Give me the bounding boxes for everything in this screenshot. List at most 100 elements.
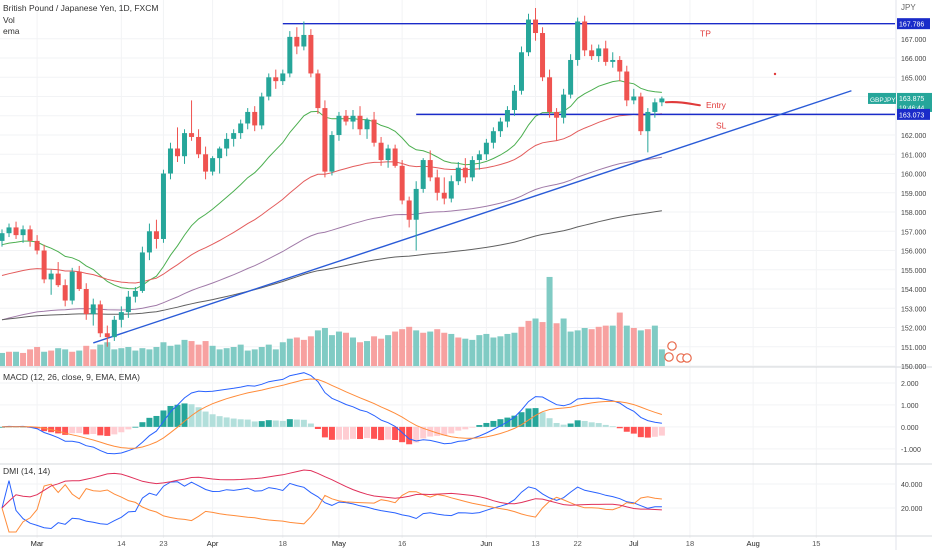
candle-body	[132, 290, 138, 297]
volume-bar	[251, 349, 258, 366]
macd-histogram-bar	[216, 416, 223, 427]
macd-histogram-bar	[385, 426, 392, 440]
volume-bar	[69, 351, 76, 366]
macd-histogram-bar	[462, 426, 469, 430]
volume-bar	[328, 335, 335, 366]
price-tick-label: 161.000	[901, 152, 926, 159]
candle-body	[561, 94, 567, 118]
candle-body	[231, 133, 237, 139]
volume-bar	[651, 325, 658, 366]
volume-bar	[427, 331, 434, 366]
candle-body	[392, 148, 398, 166]
volume-bar	[62, 349, 69, 366]
macd-histogram-bar	[223, 417, 230, 427]
event-icon	[667, 341, 677, 351]
volume-bar	[392, 331, 399, 366]
macd-histogram-bar	[69, 426, 76, 434]
macd-histogram-bar	[420, 426, 427, 439]
macd-histogram-bar	[125, 426, 132, 430]
time-tick-label: Apr	[207, 539, 219, 548]
volume-bar	[483, 333, 490, 366]
candle-body	[448, 181, 454, 199]
candle-body	[76, 271, 82, 290]
candle-body	[441, 192, 447, 199]
macd-histogram-bar	[364, 426, 371, 439]
last-price-tag-bg	[897, 92, 932, 112]
price-tick-label: 157.000	[901, 229, 926, 236]
candle-body	[533, 19, 539, 34]
macd-tick-label: 1.000	[901, 403, 919, 410]
time-tick-label: 18	[686, 539, 694, 548]
macd-histogram-bar	[609, 426, 616, 428]
macd-histogram-bar	[146, 417, 153, 427]
volume-bar	[223, 348, 230, 366]
sl-annotation: SL	[716, 120, 727, 130]
volume-bar	[574, 330, 581, 366]
price-tick-label: 165.000	[901, 75, 926, 82]
candle-body	[322, 108, 328, 172]
price-tick-label: 167.000	[901, 37, 926, 44]
candle-body	[455, 167, 461, 182]
macd-histogram-bar	[546, 418, 553, 427]
volume-bar	[658, 349, 665, 366]
candle-body	[350, 115, 356, 122]
tp-price-tag: 167.786	[899, 22, 924, 29]
volume-bar	[195, 344, 202, 366]
macd-histogram-bar	[392, 426, 399, 440]
candle-body	[343, 115, 349, 122]
macd-histogram-bar	[328, 426, 335, 440]
candle-body	[476, 154, 482, 161]
volume-bar	[553, 323, 560, 366]
volume-bar	[490, 337, 497, 366]
price-tick-label: 154.000	[901, 287, 926, 294]
candle-body	[118, 312, 124, 320]
volume-bar	[286, 338, 293, 366]
candle-body	[385, 148, 391, 161]
volume-bar	[307, 336, 314, 366]
candle-body	[153, 231, 159, 239]
volume-bar	[511, 332, 518, 366]
time-tick-label: May	[332, 539, 346, 548]
symbol-tag: GBPJPY	[870, 97, 896, 104]
time-tick-label: 16	[398, 539, 406, 548]
candle-body	[617, 59, 623, 72]
volume-bar	[216, 349, 223, 366]
macd-histogram-bar	[195, 407, 202, 427]
macd-histogram-bar	[637, 426, 644, 438]
volume-bar	[83, 345, 90, 366]
countdown-tag: 19:46:44	[899, 105, 925, 112]
candle-body	[469, 160, 475, 178]
macd-histogram-bar	[455, 426, 462, 431]
volume-bar	[104, 342, 111, 366]
candle-body	[406, 200, 412, 220]
price-tick-label: 151.000	[901, 345, 926, 352]
candle-body	[83, 289, 89, 315]
volume-bar	[644, 329, 651, 366]
candle-body	[518, 52, 524, 91]
candle-body	[308, 34, 314, 74]
volume-bar	[258, 347, 265, 366]
volume-bar	[76, 350, 83, 366]
candle-body	[41, 250, 47, 280]
candle-body	[610, 59, 616, 62]
time-tick-label: Aug	[746, 539, 759, 548]
volume-bar	[118, 348, 125, 366]
macd-histogram-bar	[111, 426, 118, 435]
price-tick-label: 166.000	[901, 56, 926, 63]
volume-bar	[188, 341, 195, 366]
macd-histogram-bar	[378, 426, 385, 441]
volume-bar	[244, 350, 251, 366]
candle-body	[554, 111, 560, 118]
candle-body	[462, 167, 468, 178]
macd-histogram-bar	[202, 411, 209, 427]
candle-body	[273, 77, 279, 82]
macd-histogram-bar	[139, 422, 146, 427]
macd-histogram-bar	[132, 426, 139, 428]
candle-body	[413, 188, 419, 220]
volume-bar	[588, 329, 595, 366]
event-icon	[682, 353, 692, 363]
time-tick-label: 22	[573, 539, 581, 548]
candle-body	[196, 136, 202, 155]
candle-body	[659, 98, 665, 103]
